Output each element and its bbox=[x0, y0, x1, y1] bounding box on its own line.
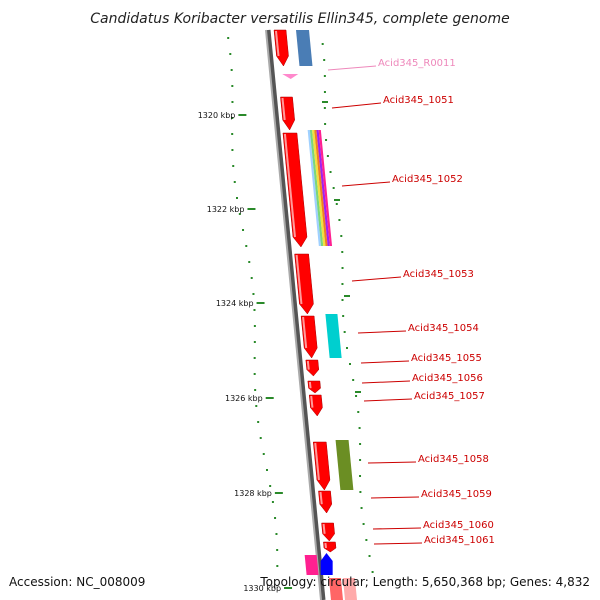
gene-acid345-1051-shine bbox=[281, 97, 286, 121]
gene-acid345-1053 bbox=[294, 253, 314, 315]
tick-label: 1330 kbp bbox=[243, 584, 281, 593]
label-leader-line bbox=[327, 65, 377, 71]
gene-top-partial-shine bbox=[275, 30, 280, 57]
gene-acid345-1054 bbox=[300, 315, 318, 359]
label-leader-line bbox=[351, 276, 402, 282]
gene-blue-partial bbox=[296, 30, 313, 66]
gene-acid345-1053-shine bbox=[295, 254, 303, 305]
tick-label: 1320 kbp bbox=[198, 111, 236, 120]
gene-label: Acid345_1061 bbox=[424, 535, 495, 546]
gene-label: Acid345_1054 bbox=[408, 323, 479, 334]
gene-label: Acid345_1056 bbox=[412, 373, 483, 384]
gene-1052-domain bbox=[309, 130, 324, 246]
position-ticks: 1320 kbp 1322 kbp 1324 kbp 1326 kbp 1328 kbp… bbox=[198, 111, 293, 593]
gene-acid345-1060-shine bbox=[322, 523, 326, 534]
gene-label: Acid345_1059 bbox=[421, 489, 492, 500]
gene-labels: Acid345_R0011 Acid345_1051 Acid345_1052 Aci… bbox=[327, 58, 495, 546]
tick-label: 1322 kbp bbox=[207, 205, 245, 214]
gene-acid345-1057-shine bbox=[310, 395, 314, 408]
gene-acid345-1055-shine bbox=[306, 360, 310, 370]
label-leader-line bbox=[360, 360, 410, 364]
gene-bottom-blue bbox=[320, 553, 333, 575]
map-title: Candidatus Koribacter versatilis Ellin34… bbox=[90, 11, 509, 27]
gene-1052-domain bbox=[318, 130, 333, 246]
gene-acid345-1052 bbox=[282, 132, 308, 248]
gene-features bbox=[273, 29, 358, 600]
gene-1054-domain bbox=[325, 314, 342, 358]
label-leader-line bbox=[341, 181, 391, 187]
gene-label: Acid345_1052 bbox=[392, 174, 463, 185]
label-leader-line bbox=[361, 380, 411, 384]
gene-bottom-magenta bbox=[304, 555, 319, 575]
gene-label: Acid345_1058 bbox=[418, 454, 489, 465]
gene-1058-domain bbox=[335, 440, 354, 490]
gene-acid345-1056-shine bbox=[308, 381, 312, 389]
label-leader-line bbox=[373, 542, 423, 545]
gene-label: Acid345_1051 bbox=[383, 95, 454, 106]
gene-acid345-1061-shine bbox=[324, 542, 327, 549]
gene-1052-domain bbox=[314, 130, 328, 246]
gene-bottom-partial-2 bbox=[342, 578, 358, 600]
gene-acid345-1052-shine bbox=[283, 133, 296, 238]
gene-label: Acid345_1060 bbox=[423, 520, 494, 531]
gc-content-track bbox=[227, 37, 374, 573]
gene-label: Acid345_R0011 bbox=[378, 58, 456, 69]
label-leader-line bbox=[331, 102, 382, 109]
label-leader-line bbox=[363, 398, 413, 402]
topology-text: Topology: circular; Length: 5,650,368 bp… bbox=[259, 575, 590, 589]
gene-acid345-1058 bbox=[312, 441, 331, 491]
gene-acid345-1054-shine bbox=[302, 316, 308, 349]
gene-bottom-partial-1 bbox=[328, 578, 344, 600]
gene-acid345-1058-shine bbox=[314, 442, 320, 481]
label-leader-line bbox=[357, 330, 407, 334]
gene-1052-domain bbox=[316, 130, 330, 246]
gene-1052-domain bbox=[307, 130, 322, 246]
genome-backbone bbox=[265, 29, 326, 600]
gene-label: Acid345_1055 bbox=[411, 353, 482, 364]
gene-label: Acid345_1053 bbox=[403, 269, 474, 280]
gene-acid345-1059-shine bbox=[319, 491, 323, 505]
gene-label: Acid345_1057 bbox=[414, 391, 485, 402]
label-leader-line bbox=[367, 461, 417, 464]
tick-label: 1326 kbp bbox=[225, 394, 263, 403]
label-leader-line bbox=[372, 527, 422, 530]
tick-label: 1328 kbp bbox=[234, 489, 272, 498]
tick-label: 1324 kbp bbox=[216, 299, 254, 308]
label-leader-line bbox=[370, 496, 420, 499]
accession-text: Accession: NC_008009 bbox=[9, 575, 145, 589]
rrna-feature bbox=[282, 74, 299, 79]
gene-1052-domain bbox=[312, 130, 326, 246]
